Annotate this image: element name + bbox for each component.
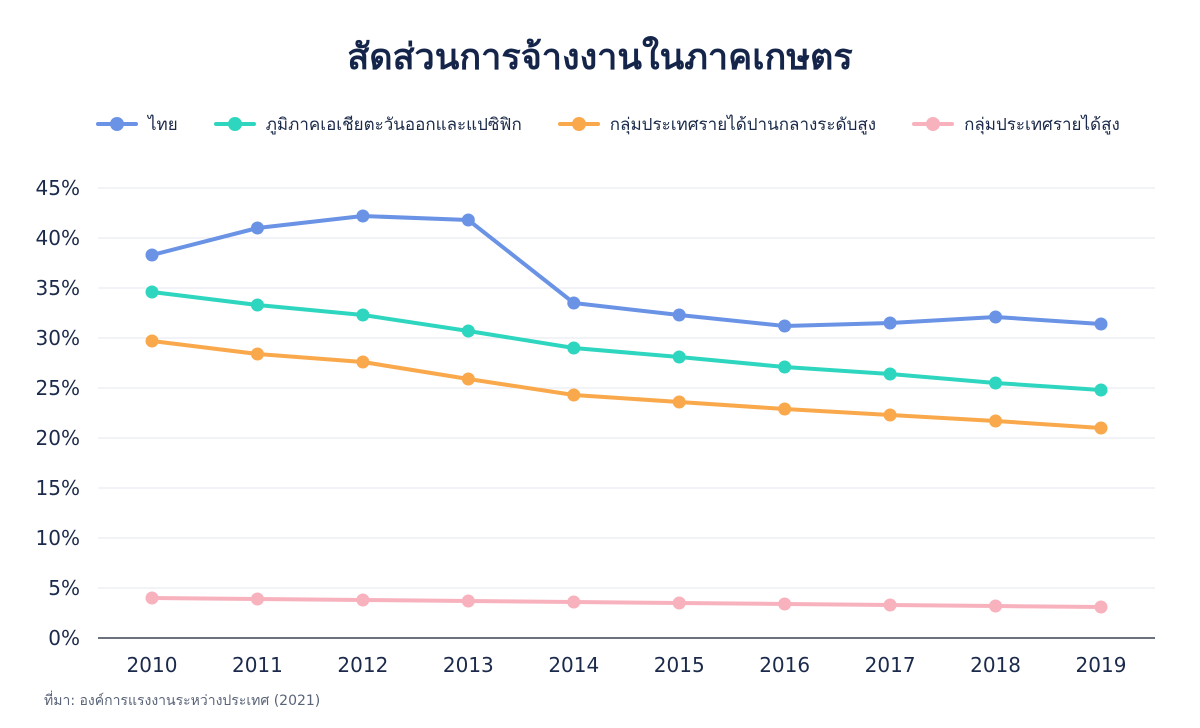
legend-item: กลุ่มประเทศรายได้ปานกลางระดับสูง [557,111,877,138]
data-point [989,310,1003,324]
data-point [1094,383,1108,397]
data-point [672,308,686,322]
data-point [1094,421,1108,435]
data-point [778,402,792,416]
legend-swatch [213,117,256,131]
data-point [989,376,1003,390]
series-line [150,214,1103,328]
legend-label: ไทย [148,114,178,135]
legend-label: ภูมิภาคเอเชียตะวันออกและแปซิฟิก [265,114,522,135]
data-point [250,298,264,312]
data-point [672,596,686,610]
legend: ไทย ภูมิภาคเอเชียตะวันออกและแปซิฟิก กลุ่มป… [96,112,1176,136]
series-line [150,339,1103,430]
grid-lines [98,187,1155,639]
x-tick-label: 2019 [1076,653,1127,677]
data-point [145,591,159,605]
x-tick-label: 2010 [127,653,178,677]
source-note: ที่มา: องค์การแรงงานระหว่างประเทศ (2021) [44,693,321,709]
data-point [778,597,792,611]
x-tick-label: 2016 [759,653,810,677]
data-point [356,593,370,607]
series-3 [145,591,1108,614]
legend-label: กลุ่มประเทศรายได้ปานกลางระดับสูง [609,114,877,135]
y-tick-label: 30% [36,326,80,350]
x-tick-label: 2013 [443,653,494,677]
legend-item: กลุ่มประเทศรายได้สูง [912,111,1120,138]
data-point [250,347,264,361]
data-point [567,388,581,402]
y-tick-label: 5% [48,576,80,600]
y-axis: 0% 5% 10% 15% 20% 25% 30% 35% 40% 45% [36,176,80,650]
data-point [672,350,686,364]
data-point [567,296,581,310]
y-tick-label: 15% [36,476,80,500]
data-point [250,592,264,606]
y-tick-label: 20% [36,426,80,450]
data-point [989,414,1003,428]
data-point [883,367,897,381]
x-axis: 2010 2011 2012 2013 2014 2015 2016 2017 2018 2019 [127,653,1127,677]
legend-item: ไทย [96,111,178,138]
legend-item: ภูมิภาคเอเชียตะวันออกและแปซิฟิก [213,111,522,138]
series-1 [145,285,1108,397]
y-tick-label: 45% [36,176,80,200]
data-point [461,372,475,386]
chart-title: สัดส่วนการจ้างงานในภาคเกษตร [347,37,853,78]
data-point [567,341,581,355]
series-2 [145,334,1108,435]
x-tick-label: 2018 [970,653,1021,677]
series-group [145,209,1108,614]
data-point [1094,317,1108,331]
data-point [145,334,159,348]
series-line [150,290,1103,392]
y-tick-label: 25% [36,376,80,400]
data-point [356,355,370,369]
data-point [883,408,897,422]
x-tick-label: 2015 [654,653,705,677]
data-point [461,324,475,338]
data-point [461,213,475,227]
data-point [672,395,686,409]
legend-swatch [557,117,600,131]
x-tick-label: 2012 [337,653,388,677]
y-tick-label: 0% [48,626,80,650]
y-tick-label: 10% [36,526,80,550]
data-point [1094,600,1108,614]
data-point [356,209,370,223]
data-point [883,598,897,612]
x-tick-label: 2011 [232,653,283,677]
data-point [883,316,897,330]
series-line [150,596,1103,609]
legend-label: กลุ่มประเทศรายได้สูง [964,114,1120,135]
data-point [778,360,792,374]
data-point [145,285,159,299]
series-0 [145,209,1108,333]
data-point [356,308,370,322]
data-point [461,594,475,608]
x-tick-label: 2017 [865,653,916,677]
data-point [250,221,264,235]
y-tick-label: 35% [36,276,80,300]
legend-swatch [912,117,955,131]
data-point [567,595,581,609]
data-point [778,319,792,333]
legend-swatch [96,117,138,131]
data-point [989,599,1003,613]
y-tick-label: 40% [36,226,80,250]
data-point [145,248,159,262]
x-tick-label: 2014 [548,653,599,677]
